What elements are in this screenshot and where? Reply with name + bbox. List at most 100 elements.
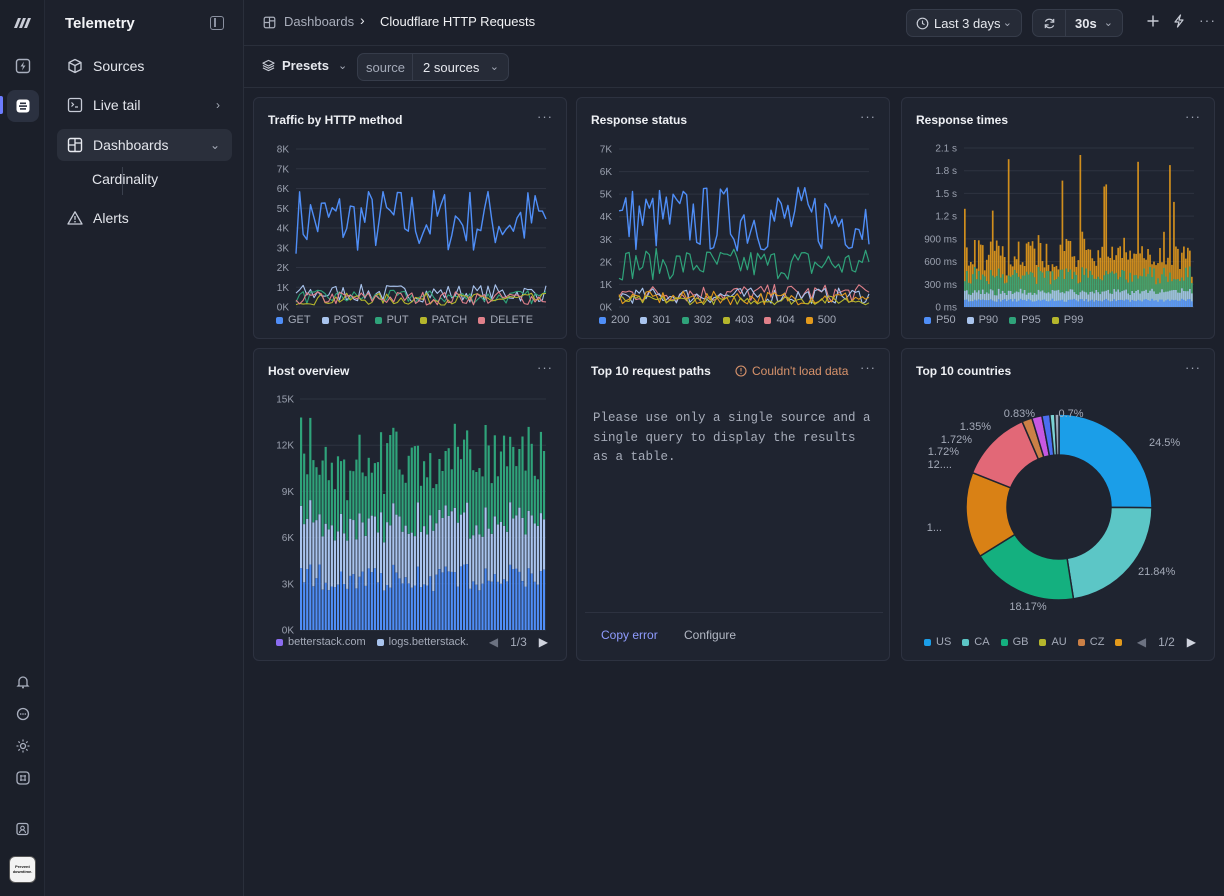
legend-item[interactable]: P50 [924, 314, 956, 326]
y-tick-label: 2.1 s [935, 144, 957, 155]
add-team-icon[interactable] [7, 813, 39, 845]
bar [358, 576, 361, 630]
chat-icon[interactable] [7, 698, 39, 730]
bar [395, 431, 398, 515]
bar [1167, 291, 1169, 307]
panel-menu-icon[interactable]: ··· [860, 109, 876, 124]
legend-swatch [681, 316, 689, 324]
lightning-icon[interactable] [1172, 14, 1186, 31]
panel-menu-icon[interactable]: ··· [1185, 109, 1201, 124]
bar [413, 446, 416, 537]
bar [1147, 292, 1149, 307]
refresh-interval-value: 30s [1075, 15, 1097, 31]
legend-item[interactable]: P95 [1009, 314, 1041, 326]
bar [1151, 288, 1153, 307]
legend-item[interactable]: 200 [599, 314, 629, 326]
uptime-icon[interactable] [7, 50, 39, 82]
refresh-interval-select[interactable]: 30s ⌄ [1066, 16, 1122, 31]
pager-next-icon[interactable]: ▶ [538, 635, 548, 649]
command-icon[interactable] [7, 762, 39, 794]
bar [472, 470, 475, 536]
app-title: Telemetry [65, 15, 135, 32]
bar [1109, 272, 1112, 307]
legend-item[interactable]: betterstack.com [276, 636, 366, 648]
legend-item[interactable]: PATCH [419, 314, 467, 326]
legend-item[interactable]: PUT [374, 314, 409, 326]
panel-menu-icon[interactable]: ··· [860, 360, 876, 375]
bar [1141, 301, 1143, 307]
bar [1187, 291, 1189, 307]
pager-prev-icon[interactable]: ◀ [1136, 635, 1147, 649]
bar [1093, 293, 1096, 307]
plus-icon[interactable] [1146, 14, 1160, 31]
team-avatar[interactable]: Prevent downtime. [9, 856, 36, 883]
bell-icon[interactable] [7, 666, 39, 698]
telemetry-icon[interactable] [7, 90, 39, 122]
legend-item[interactable]: P90 [966, 314, 998, 326]
series-line [618, 295, 870, 306]
legend-item[interactable]: GET [276, 314, 311, 326]
bar [1051, 271, 1054, 307]
legend-swatch [924, 316, 931, 324]
legend-item[interactable]: CA [962, 636, 990, 648]
bar [1057, 300, 1060, 307]
sidebar-item-live-tail[interactable]: Live tail › [57, 89, 232, 121]
legend-item[interactable]: P99 [1051, 314, 1083, 326]
legend-item[interactable]: GB [1000, 636, 1028, 648]
pager-prev-icon[interactable]: ◀ [488, 635, 499, 649]
legend-item[interactable]: CZ [1077, 636, 1104, 648]
bar [1127, 299, 1129, 307]
configure-button[interactable]: Configure [684, 628, 737, 642]
bar [456, 446, 460, 523]
bar [1061, 269, 1064, 307]
legend-item[interactable]: 403 [723, 314, 753, 326]
legend-item[interactable]: 404 [764, 314, 795, 326]
panel-menu-icon[interactable]: ··· [537, 109, 553, 124]
sidebar-item-dashboards[interactable]: Dashboards ⌄ [57, 129, 232, 161]
y-tick-label: 7K [277, 164, 290, 175]
bar [967, 301, 970, 307]
bar [306, 519, 309, 569]
bar [1065, 291, 1068, 307]
bar [1075, 275, 1078, 307]
bar [1029, 271, 1032, 307]
presets-button[interactable]: Presets ⌄ [262, 58, 347, 73]
legend-item[interactable]: DE [1115, 636, 1124, 648]
legend-item[interactable]: logs.betterstack. [376, 636, 469, 648]
sidebar-item-sources[interactable]: Sources [57, 50, 232, 82]
bar [432, 591, 435, 630]
bar [339, 571, 343, 630]
bar [1139, 300, 1141, 307]
bar [373, 516, 376, 569]
breadcrumb-parent[interactable]: Dashboards [284, 14, 355, 29]
error-badge[interactable]: Couldn't load data [735, 364, 848, 378]
legend-item[interactable]: 500 [805, 314, 836, 326]
better-stack-logo-icon[interactable] [7, 6, 39, 38]
source-filter[interactable]: source 2 sources ⌄ [357, 53, 509, 81]
bar [444, 505, 447, 567]
donut-label: 1.72% [941, 434, 972, 446]
legend-item[interactable]: 301 [640, 314, 671, 326]
legend-item[interactable]: US [924, 636, 951, 648]
bar [466, 502, 469, 565]
collapse-sidebar-icon[interactable] [210, 16, 224, 30]
sidebar-item-alerts[interactable]: Alerts [57, 202, 232, 234]
panel-menu-icon[interactable]: ··· [537, 360, 553, 375]
refresh-icon[interactable] [1033, 10, 1066, 36]
time-range-selector[interactable]: Last 3 days ⌄ [906, 9, 1022, 37]
more-icon[interactable]: ··· [1199, 12, 1216, 28]
bar [487, 528, 490, 581]
legend-item[interactable]: 302 [681, 314, 712, 326]
bar [539, 513, 543, 572]
bar [484, 507, 487, 569]
legend-item[interactable]: POST [321, 314, 364, 326]
panel-menu-icon[interactable]: ··· [1185, 360, 1201, 375]
pager-next-icon[interactable]: ▶ [1186, 635, 1196, 649]
sidebar-item-cardinality[interactable]: Cardinality [83, 163, 232, 195]
bar [1123, 300, 1125, 307]
copy-error-button[interactable]: Copy error [601, 628, 658, 642]
legend-item[interactable]: DELETE [478, 314, 533, 326]
bar [327, 590, 330, 630]
sun-icon[interactable] [7, 730, 39, 762]
legend-item[interactable]: AU [1039, 636, 1067, 648]
